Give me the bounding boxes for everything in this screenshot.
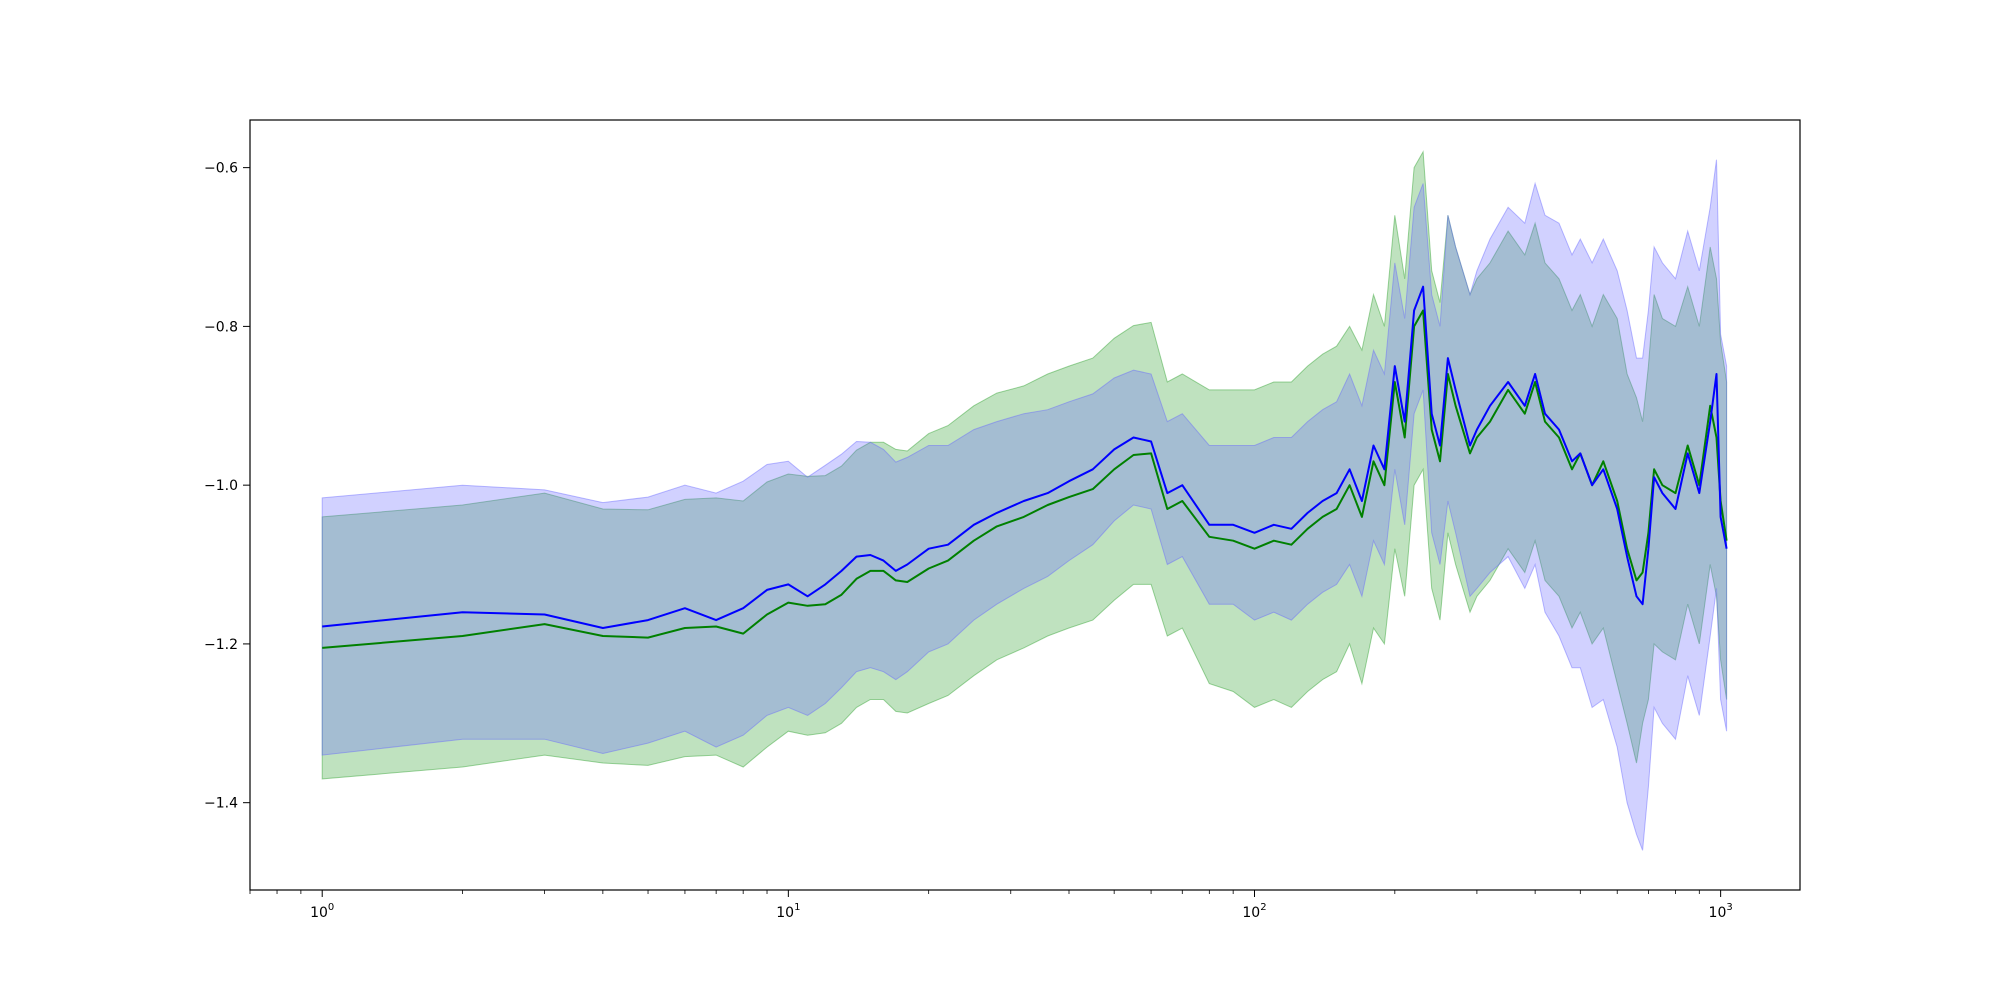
x-tick-label: 102 bbox=[1242, 902, 1266, 921]
y-tick-label: −1.0 bbox=[204, 478, 238, 494]
y-axis: −1.4 −1.2 −1.0 −0.8 −0.6 bbox=[204, 161, 250, 812]
series-0-band bbox=[321, 150, 1728, 780]
y-tick-label: −0.8 bbox=[204, 319, 238, 335]
y-tick-label: −1.4 bbox=[204, 796, 238, 812]
x-tick-label: 103 bbox=[1709, 902, 1733, 921]
series-1-band bbox=[321, 159, 1728, 851]
series-1-line bbox=[322, 285, 1728, 629]
series-0-line bbox=[322, 309, 1728, 649]
series-lines bbox=[322, 285, 1728, 649]
plot-frame bbox=[249, 119, 1801, 891]
x-tick-label: 101 bbox=[776, 902, 800, 921]
plot-area bbox=[321, 150, 1728, 851]
y-tick-label: −1.2 bbox=[204, 637, 238, 653]
y-tick-label: −0.6 bbox=[204, 161, 238, 177]
x-tick-label: 100 bbox=[310, 902, 334, 921]
confidence-bands bbox=[321, 150, 1728, 851]
x-axis: 100 101 102 103 bbox=[249, 890, 1733, 921]
